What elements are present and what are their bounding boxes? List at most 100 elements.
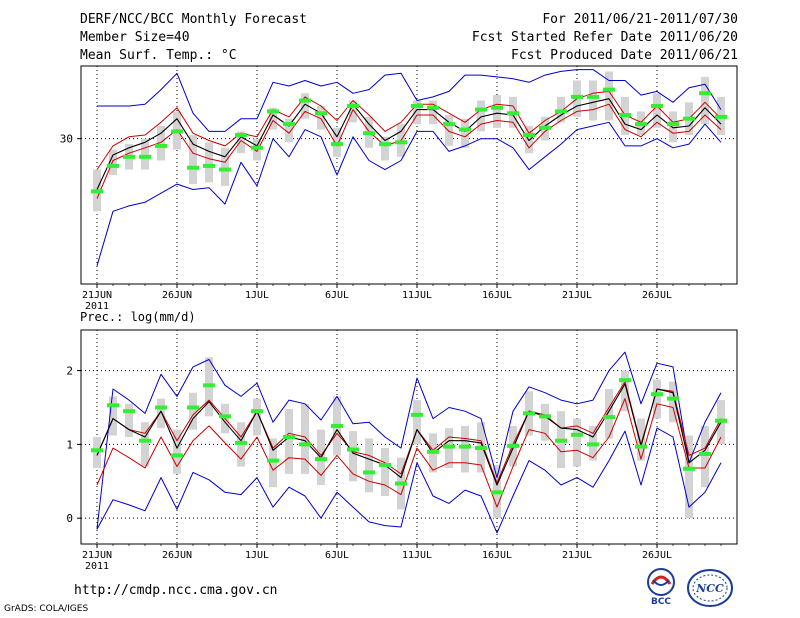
- median-marker: [363, 470, 375, 475]
- spread-bar: [589, 80, 597, 121]
- forecast-period: For 2011/06/21-2011/07/30: [542, 12, 738, 27]
- median-marker: [459, 444, 471, 449]
- median-marker: [379, 142, 391, 147]
- median-marker: [411, 412, 423, 417]
- median-marker: [571, 432, 583, 437]
- median-marker: [619, 113, 631, 118]
- median-marker: [651, 392, 663, 397]
- variable-label: Mean Surf. Temp.: °C: [80, 48, 237, 63]
- median-marker: [539, 414, 551, 419]
- spread-bar: [429, 100, 437, 125]
- median-marker: [331, 423, 343, 428]
- median-marker: [363, 131, 375, 136]
- median-marker: [283, 122, 295, 127]
- spread-bar: [285, 118, 293, 143]
- spread-bar: [669, 111, 677, 143]
- median-marker: [507, 111, 519, 116]
- upper-band-line: [96, 90, 722, 170]
- x-tick-label: 16JUL: [482, 550, 512, 561]
- median-marker: [715, 418, 727, 423]
- spread-bar: [605, 389, 613, 439]
- ncc-logo-icon: NCC: [687, 569, 733, 607]
- max-envelope-line: [96, 351, 722, 530]
- spread-bar: [109, 396, 117, 436]
- median-marker: [171, 129, 183, 134]
- spread-bar: [253, 398, 261, 436]
- median-marker: [491, 105, 503, 110]
- lower-band-line: [96, 103, 722, 199]
- spread-bar: [349, 431, 357, 482]
- median-marker: [219, 414, 231, 419]
- spread-bar: [669, 381, 677, 423]
- median-marker: [219, 167, 231, 172]
- median-marker: [523, 133, 535, 138]
- ncc-logo-text: NCC: [695, 582, 724, 595]
- upper-band-line: [96, 381, 722, 484]
- median-marker: [107, 163, 119, 168]
- y-tick-label: 0: [66, 512, 73, 525]
- spread-bar: [381, 136, 389, 161]
- x-tick-label: 21JUN: [82, 290, 112, 301]
- bcc-logo-text: BCC: [651, 597, 671, 606]
- x-tick-label: 11JUL: [402, 290, 432, 301]
- x-tick-label: 6JUL: [325, 290, 349, 301]
- median-marker: [667, 122, 679, 127]
- median-marker: [427, 449, 439, 454]
- footer-url[interactable]: http://cmdp.ncc.cma.gov.cn: [74, 583, 278, 598]
- median-marker: [683, 466, 695, 471]
- median-marker: [683, 116, 695, 121]
- median-marker: [555, 438, 567, 443]
- median-marker: [107, 403, 119, 408]
- spread-bar: [477, 100, 485, 132]
- x-tick-label: 6JUL: [325, 550, 349, 561]
- spread-bar: [461, 425, 469, 473]
- x-tick-label: 26JUN: [162, 550, 192, 561]
- spread-bar: [285, 408, 293, 474]
- median-marker: [491, 490, 503, 495]
- median-marker: [427, 105, 439, 110]
- median-marker: [475, 107, 487, 112]
- median-marker: [299, 442, 311, 447]
- x-tick-label: 11JUL: [402, 550, 432, 561]
- median-marker: [283, 435, 295, 439]
- spread-bar: [413, 400, 421, 445]
- median-marker: [523, 411, 535, 416]
- spread-bar: [621, 370, 629, 412]
- x-tick-label: 21JUL: [562, 550, 592, 561]
- bcc-logo-icon: BCC: [647, 568, 675, 606]
- spread-bar: [541, 403, 549, 441]
- median-marker: [91, 448, 103, 453]
- y-tick-label: 1: [66, 438, 73, 451]
- spread-bar: [653, 379, 661, 419]
- median-marker: [187, 165, 199, 170]
- median-marker: [267, 109, 279, 114]
- median-marker: [171, 453, 183, 458]
- median-marker: [251, 145, 263, 150]
- median-marker: [475, 446, 487, 451]
- median-marker: [139, 438, 151, 443]
- spread-bar: [301, 403, 309, 474]
- median-marker: [651, 103, 663, 108]
- spread-bar: [157, 125, 165, 161]
- median-marker: [603, 87, 615, 92]
- median-marker: [699, 91, 711, 96]
- median-marker: [443, 122, 455, 127]
- x-tick-label: 26JUN: [162, 290, 192, 301]
- median-marker: [715, 114, 727, 119]
- spread-bar: [109, 149, 117, 175]
- spread-bar: [381, 448, 389, 497]
- spread-bar: [221, 147, 229, 186]
- median-marker: [587, 94, 599, 99]
- x-tick-label: 21JUL: [562, 290, 592, 301]
- median-marker: [347, 103, 359, 108]
- spread-bar: [301, 93, 309, 119]
- median-marker: [571, 94, 583, 99]
- x-tick-label: 21JUN: [82, 550, 112, 561]
- max-envelope-line: [97, 69, 722, 132]
- spread-bar: [637, 418, 645, 461]
- forecast-produced-date: Fcst Produced Date 2011/06/21: [511, 48, 738, 63]
- member-size: Member Size=40: [80, 30, 190, 45]
- median-marker: [443, 444, 455, 449]
- median-marker: [203, 383, 215, 388]
